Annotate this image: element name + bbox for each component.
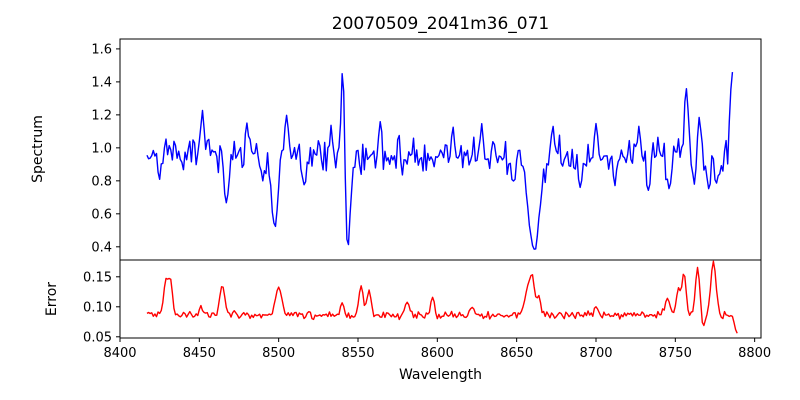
spectrum-line — [146, 71, 734, 250]
spectrum-y-tick-label: 0.4 — [91, 240, 112, 255]
x-tick-label: 8650 — [500, 346, 533, 361]
x-tick-label: 8750 — [659, 346, 692, 361]
spectrum-y-tick-label: 1.2 — [91, 108, 112, 123]
error-y-tick-label: 0.05 — [83, 330, 112, 345]
x-axis-label: Wavelength — [398, 367, 483, 383]
x-tick-label: 8450 — [183, 346, 216, 361]
spectrum-y-tick-label: 0.8 — [91, 174, 112, 189]
y-axis-label-error: Error — [44, 281, 60, 317]
error-y-tick-label: 0.15 — [83, 270, 112, 285]
x-tick-label: 8550 — [341, 346, 374, 361]
spectrum-y-tick-label: 1.6 — [91, 42, 112, 57]
error-y-tick-label: 0.10 — [83, 300, 112, 315]
spectrum-y-tick-label: 1.4 — [91, 75, 112, 90]
error-line — [146, 260, 738, 334]
x-tick-label: 8400 — [103, 346, 136, 361]
y-axis-label-spectrum: Spectrum — [30, 115, 46, 183]
x-tick-label: 8700 — [579, 346, 612, 361]
x-tick-label: 8600 — [421, 346, 454, 361]
error-spines — [119, 259, 762, 339]
spectrum-y-tick-label: 0.6 — [91, 207, 112, 222]
x-tick-label: 8800 — [738, 346, 771, 361]
chart-title: 20070509_2041m36_071 — [331, 14, 550, 34]
x-tick-label: 8500 — [262, 346, 295, 361]
spectrum-y-tick-label: 1.0 — [91, 141, 112, 156]
